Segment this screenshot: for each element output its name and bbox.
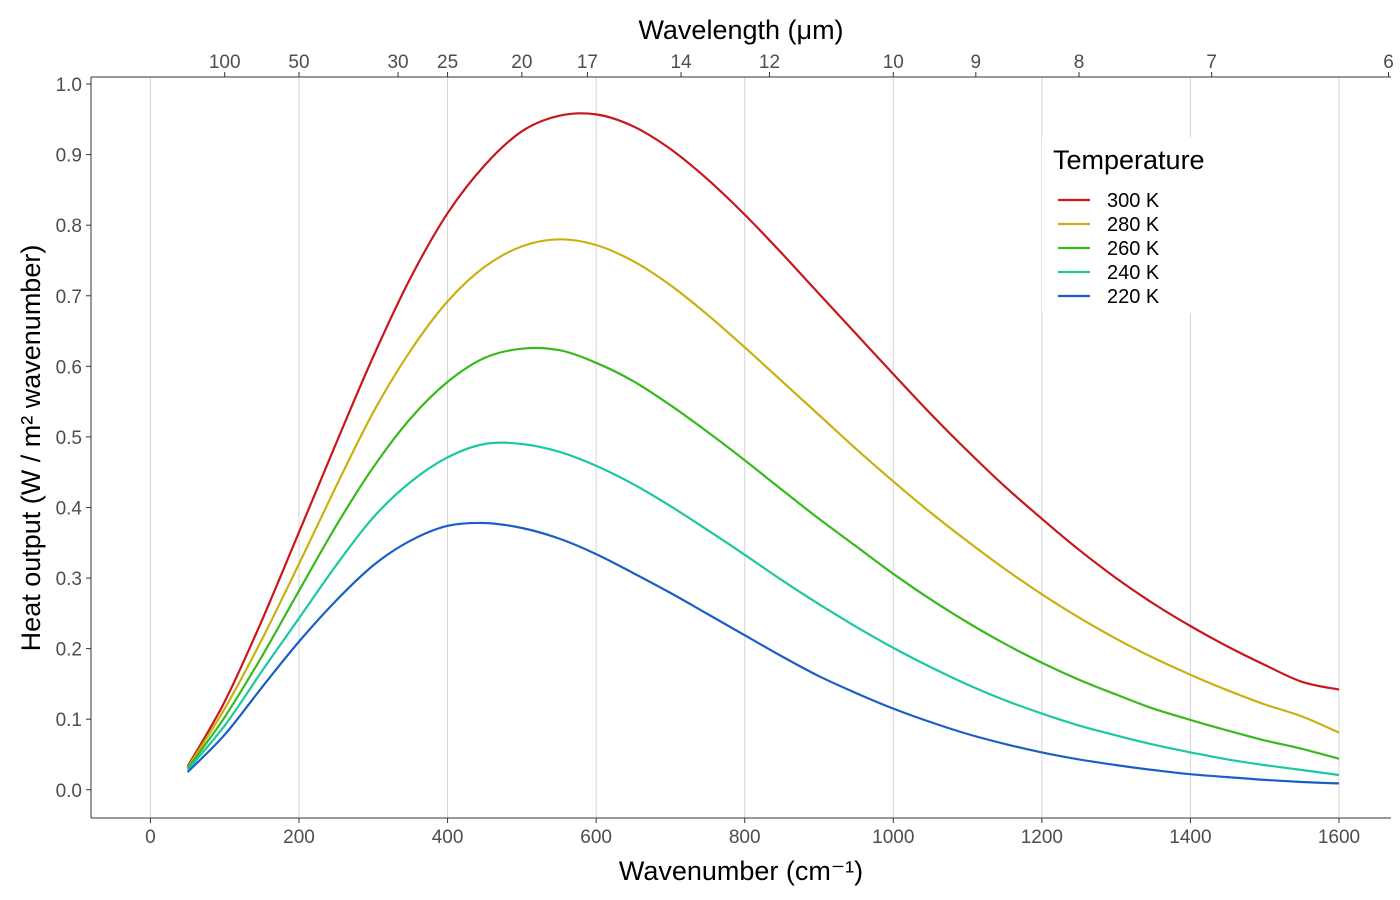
series-lines	[186, 112, 1340, 785]
x-tick-label: 600	[580, 827, 612, 848]
top-tick-label: 7	[1206, 52, 1217, 73]
y-tick-label: 0.1	[56, 710, 82, 731]
y-axis-title: Heat output (W / m² wavenumber)	[16, 245, 46, 652]
x-tick-label: 1600	[1318, 827, 1360, 848]
top-tick-label: 10	[883, 52, 904, 73]
top-tick-label: 17	[577, 52, 598, 73]
legend-title: Temperature	[1053, 145, 1205, 175]
top-tick-label: 6	[1383, 52, 1394, 73]
top-tick-label: 9	[971, 52, 982, 73]
y-tick-label: 0.5	[56, 428, 82, 449]
legend-label: 240 K	[1107, 262, 1160, 284]
x-axis-ticks: 0 200 400 600 800 1000 1200 1400 1600	[145, 818, 1360, 848]
y-tick-label: 0.3	[56, 569, 82, 590]
top-tick-label: 12	[759, 52, 780, 73]
legend-label: 300 K	[1107, 190, 1160, 212]
y-tick-label: 0.8	[56, 216, 82, 237]
series-line	[186, 346, 1340, 770]
top-tick-label: 25	[437, 52, 458, 73]
x-tick-label: 0	[145, 827, 156, 848]
series-line	[186, 112, 1340, 768]
top-tick-label: 14	[670, 52, 692, 73]
top-tick-label: 8	[1074, 52, 1085, 73]
series-line	[186, 238, 1340, 769]
legend-label: 280 K	[1107, 214, 1160, 236]
top-tick-label: 50	[288, 52, 309, 73]
axes	[90, 76, 1391, 819]
x-tick-label: 800	[729, 827, 761, 848]
top-tick-label: 20	[511, 52, 532, 73]
y-axis-ticks: 0.0 0.1 0.2 0.3 0.4 0.5 0.6 0.7 0.8 0.9 1.0	[56, 75, 91, 802]
x-tick-label: 200	[283, 827, 315, 848]
y-tick-label: 0.6	[56, 357, 82, 378]
x-tick-label: 1000	[872, 827, 914, 848]
y-tick-label: 1.0	[56, 75, 82, 96]
y-tick-label: 0.7	[56, 287, 82, 308]
top-axis-title: Wavelength (μm)	[638, 15, 843, 45]
x-axis-title: Wavenumber (cm⁻¹)	[619, 856, 863, 886]
y-tick-label: 0.9	[56, 146, 82, 167]
top-tick-label: 100	[209, 52, 241, 73]
series-line	[186, 441, 1340, 777]
y-tick-label: 0.0	[56, 781, 82, 802]
x-tick-label: 400	[432, 827, 464, 848]
legend-label: 260 K	[1107, 238, 1160, 260]
x-tick-label: 1200	[1021, 827, 1063, 848]
y-tick-label: 0.4	[56, 498, 83, 519]
legend-label: 220 K	[1107, 286, 1160, 308]
x-tick-label: 1400	[1169, 827, 1211, 848]
top-tick-label: 30	[387, 52, 408, 73]
series-line	[186, 521, 1340, 785]
y-tick-label: 0.2	[56, 640, 82, 661]
top-axis-ticks: 100 50 30 25 20 17 14 12 10 9 8 7 6	[209, 52, 1394, 77]
